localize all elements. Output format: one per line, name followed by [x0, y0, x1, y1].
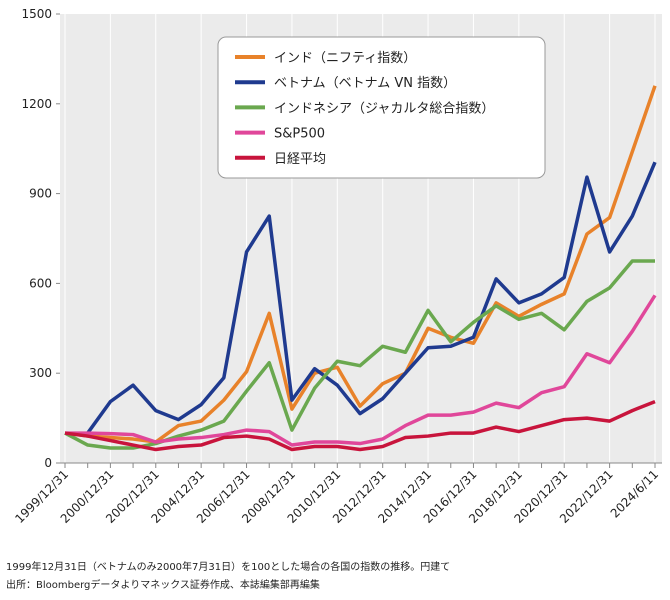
legend-label: 日経平均 [274, 152, 326, 167]
legend-label: ベトナム（ベトナム VN 指数） [274, 76, 456, 91]
series-line [86, 161, 657, 435]
series-line [64, 400, 656, 452]
y-tick-label: 1500 [21, 7, 52, 21]
note: 1999年12月31日（ベトナムのみ2000年7月31日）を100とした場合の各… [6, 560, 450, 573]
y-tick-label: 600 [29, 276, 52, 290]
legend-label: S&P500 [274, 127, 325, 142]
note: 出所：Bloombergデータよりマネックス証券作成、本誌編集部再編集 [6, 578, 320, 591]
y-tick-label: 900 [29, 187, 52, 201]
series-line [65, 294, 657, 447]
legend-label: インド（ニフティ指数） [274, 51, 416, 66]
legend-label: インドネシア（ジャカルタ総合指数） [274, 101, 494, 116]
x-tick-label: 2024/6/11 [608, 467, 661, 520]
y-tick-label: 0 [44, 456, 52, 470]
legend [217, 36, 546, 179]
series-line [64, 85, 657, 444]
y-tick-label: 300 [29, 366, 52, 380]
y-tick-label: 1200 [21, 97, 52, 111]
